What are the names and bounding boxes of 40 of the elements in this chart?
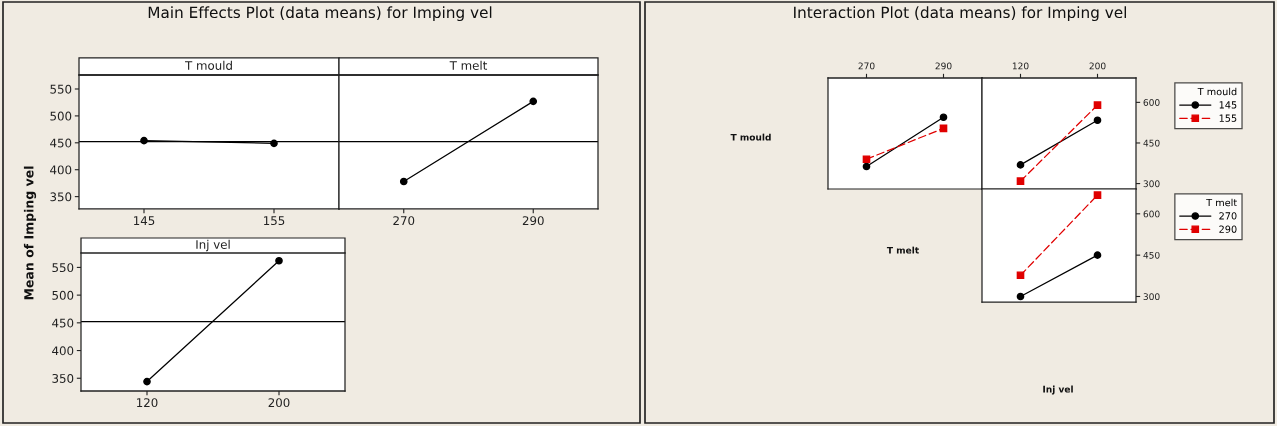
x-tick-label: 290: [935, 62, 952, 70]
y-tick-label: 300: [1143, 180, 1160, 188]
legend-label: 290: [1219, 225, 1237, 233]
x-tick-label: 120: [137, 398, 158, 408]
y-tick-label: 600: [1143, 210, 1160, 218]
y-tick-label: 350: [52, 373, 74, 383]
y-tick-label: 550: [52, 263, 74, 273]
y-tick-label: 400: [52, 346, 74, 356]
x-tick-label: 270: [393, 216, 415, 226]
x-tick-label: 200: [268, 398, 290, 408]
y-axis-title: T mould: [730, 133, 771, 141]
y-tick-label: 500: [52, 290, 74, 300]
y-tick-label: 450: [50, 138, 72, 148]
legend-label: 155: [1219, 114, 1237, 122]
chart-subtitle: T melt: [449, 60, 488, 70]
chart-title: Interaction Plot (data means) for Imping vel: [794, 6, 1126, 22]
y-tick-label: 300: [1143, 293, 1160, 301]
x-tick-label: 120: [1012, 62, 1029, 70]
legend-label: 145: [1219, 101, 1237, 109]
y-axis-title: T melt: [886, 246, 919, 254]
legend-title: T melt: [1206, 198, 1237, 207]
x-tick-label: 270: [858, 62, 875, 70]
y-tick-label: 400: [50, 165, 72, 175]
chart-title: Main Effects Plot (data means) for Imping vel: [148, 6, 492, 22]
chart-subtitle: Inj vel: [196, 239, 230, 252]
x-tick-label: 200: [1089, 62, 1106, 70]
x-tick-label: 290: [522, 216, 544, 226]
y-tick-label: 450: [1143, 139, 1160, 147]
y-tick-label: 600: [1143, 99, 1160, 106]
y-tick-label: 450: [1143, 251, 1160, 259]
y-tick-label: 550: [50, 84, 72, 94]
y-tick-label: 450: [52, 318, 74, 328]
y-tick-label: 350: [50, 192, 72, 202]
chart-subtitle: T mould: [184, 60, 232, 70]
x-tick-label: 155: [264, 216, 285, 226]
legend-title: T mould: [1197, 87, 1237, 96]
y-tick-label: 500: [50, 111, 72, 121]
x-axis-title: Inj vel: [1043, 385, 1073, 395]
y-axis-title: Mean of Imping vel: [23, 166, 37, 300]
x-tick-label: 145: [134, 216, 155, 226]
